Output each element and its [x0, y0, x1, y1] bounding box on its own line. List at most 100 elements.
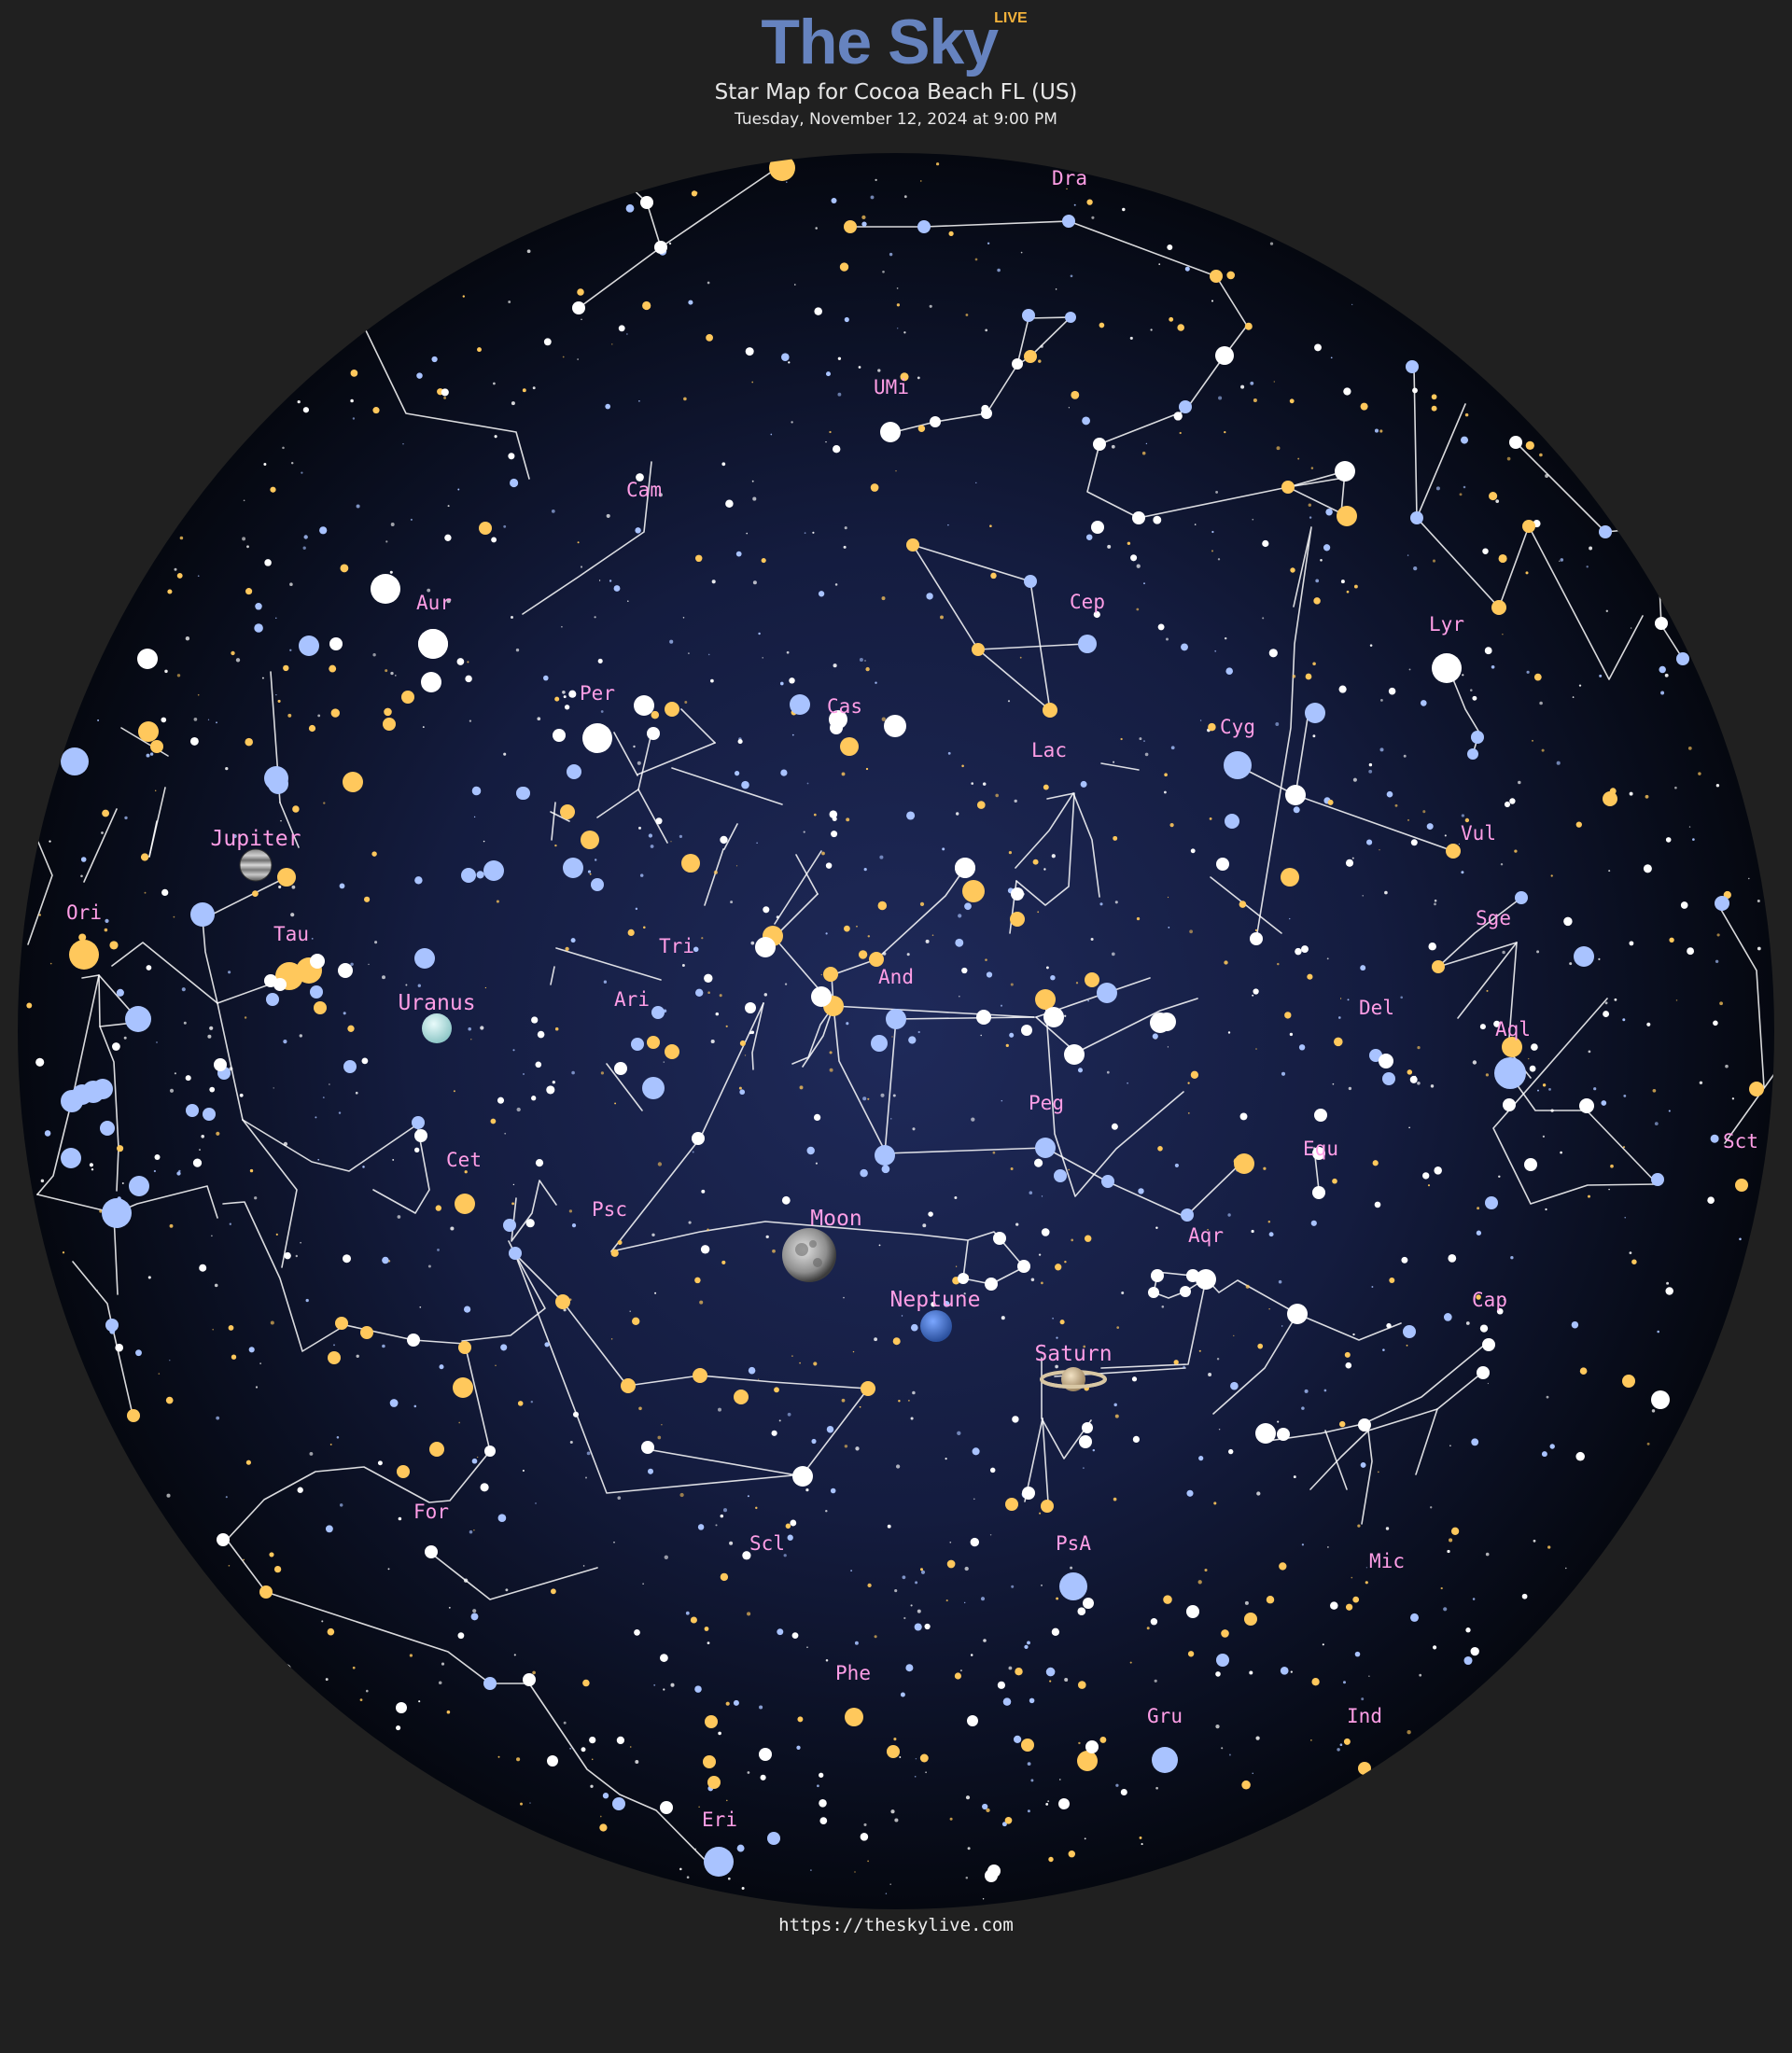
star [774, 1387, 779, 1393]
neptune-icon[interactable] [920, 1310, 952, 1342]
faint-star [861, 215, 866, 220]
bright-star [1482, 1338, 1495, 1351]
faint-star [791, 421, 793, 424]
star [1050, 974, 1056, 981]
star [1422, 1172, 1430, 1180]
constellation-label-dra: Dra [1052, 167, 1087, 189]
faint-star [661, 1424, 663, 1426]
faint-star [813, 1362, 818, 1366]
faint-star [910, 1604, 913, 1607]
star [1305, 673, 1312, 680]
faint-star [751, 480, 754, 482]
star [1221, 1629, 1229, 1638]
faint-star [453, 1090, 455, 1093]
faint-star [901, 1315, 903, 1317]
bright-star [1281, 481, 1295, 494]
jupiter-icon[interactable] [239, 848, 273, 882]
star [1055, 1264, 1062, 1271]
star [697, 1524, 705, 1530]
faint-star [1365, 1567, 1368, 1569]
faint-star [458, 1421, 461, 1424]
faint-star [438, 1681, 442, 1684]
constellation-label-mic: Mic [1369, 1550, 1405, 1572]
faint-star [1217, 558, 1221, 561]
faint-star [563, 1308, 567, 1312]
map-datetime: Tuesday, November 12, 2024 at 9:00 PM [735, 110, 1057, 129]
star [900, 1692, 905, 1697]
faint-star [658, 493, 663, 497]
uranus-icon[interactable] [422, 1013, 452, 1043]
bright-star [1157, 1013, 1176, 1031]
faint-star [321, 1620, 324, 1623]
saturn-icon[interactable] [1040, 1367, 1107, 1391]
faint-star [1041, 1281, 1043, 1285]
star [371, 851, 377, 857]
star [745, 347, 754, 356]
bright-star [1599, 525, 1612, 538]
faint-star [480, 1026, 484, 1030]
faint-star [852, 1350, 855, 1353]
bright-star [1255, 1423, 1276, 1444]
star [146, 965, 152, 971]
faint-star [385, 669, 388, 673]
bright-star [1151, 1269, 1164, 1282]
constellation-line [1324, 1430, 1348, 1490]
bright-star [1059, 1572, 1087, 1600]
footer-url[interactable]: https://theskylive.com [778, 1915, 1014, 1935]
faint-star [447, 505, 450, 508]
bright-star [1491, 600, 1506, 615]
bright-star [421, 672, 441, 692]
star [787, 1534, 793, 1541]
faint-star [896, 303, 901, 307]
faint-star [169, 1088, 175, 1093]
faint-star [1542, 1135, 1546, 1138]
faint-star [571, 1070, 575, 1075]
star [248, 1347, 255, 1353]
faint-star [317, 1158, 320, 1161]
star [382, 1256, 389, 1264]
star [209, 1086, 216, 1093]
star [741, 780, 749, 789]
star [1579, 1367, 1588, 1376]
faint-star [881, 596, 886, 601]
star [1266, 1595, 1275, 1604]
star [161, 888, 169, 897]
bright-star [338, 963, 353, 978]
faint-star [1289, 917, 1291, 920]
bright-star [647, 1036, 660, 1049]
faint-star [181, 987, 186, 992]
faint-star [504, 1132, 507, 1135]
star [457, 1632, 465, 1640]
faint-star [1041, 1195, 1043, 1197]
faint-star [496, 900, 499, 903]
brand-logo[interactable]: The SkyLIVE [0, 6, 1792, 80]
faint-star [149, 752, 154, 756]
constellation-line [1255, 526, 1312, 940]
star [986, 971, 993, 978]
faint-star [778, 1419, 781, 1422]
star [185, 1075, 191, 1082]
star [325, 1525, 333, 1533]
faint-star [144, 891, 147, 894]
bright-star [1085, 1740, 1099, 1753]
faint-star [209, 1026, 214, 1030]
bright-star [1216, 858, 1229, 871]
faint-star [1379, 698, 1383, 702]
star [350, 370, 358, 377]
bright-star [1196, 1269, 1216, 1290]
faint-star [1213, 1501, 1217, 1505]
star [976, 801, 986, 809]
star [252, 890, 259, 897]
bright-star [1043, 1007, 1064, 1027]
star [1289, 398, 1295, 404]
faint-star [878, 1244, 881, 1247]
bright-star [1062, 215, 1075, 228]
star [1029, 1697, 1035, 1704]
constellation-label-sct: Sct [1723, 1130, 1758, 1152]
faint-star [1327, 1546, 1329, 1548]
moon-icon[interactable] [782, 1228, 836, 1282]
faint-star [1008, 1666, 1013, 1670]
star [1496, 1307, 1504, 1315]
bright-star [137, 649, 158, 669]
bright-star [1085, 972, 1099, 987]
